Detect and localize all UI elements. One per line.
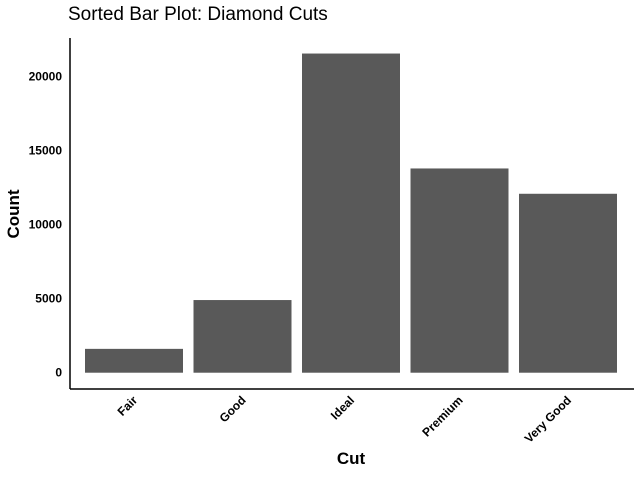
x-tick-label: Ideal	[328, 393, 357, 422]
bar-very-good	[519, 193, 617, 373]
bar-premium	[410, 168, 509, 373]
x-tick-label: Fair	[115, 393, 141, 419]
x-axis-ticks: Fair Good Ideal Premium Very Good	[115, 393, 574, 446]
bar-good	[193, 300, 292, 373]
y-tick-label: 20000	[29, 70, 63, 84]
y-tick-label: 10000	[29, 218, 63, 232]
chart-title: Sorted Bar Plot: Diamond Cuts	[68, 4, 328, 25]
y-tick-label: 5000	[35, 292, 62, 306]
y-axis-title: Count	[4, 189, 23, 238]
bars-group	[85, 53, 617, 373]
y-tick-label: 0	[55, 366, 62, 380]
x-axis-title: Cut	[337, 449, 366, 468]
bar-ideal	[302, 53, 400, 373]
bar-fair	[85, 348, 183, 373]
x-tick-label: Premium	[419, 393, 465, 439]
y-tick-label: 15000	[29, 144, 63, 158]
y-axis-ticks: 0 5000 10000 15000 20000	[29, 70, 63, 380]
x-tick-label: Good	[217, 393, 249, 425]
x-tick-label: Very Good	[522, 393, 574, 445]
